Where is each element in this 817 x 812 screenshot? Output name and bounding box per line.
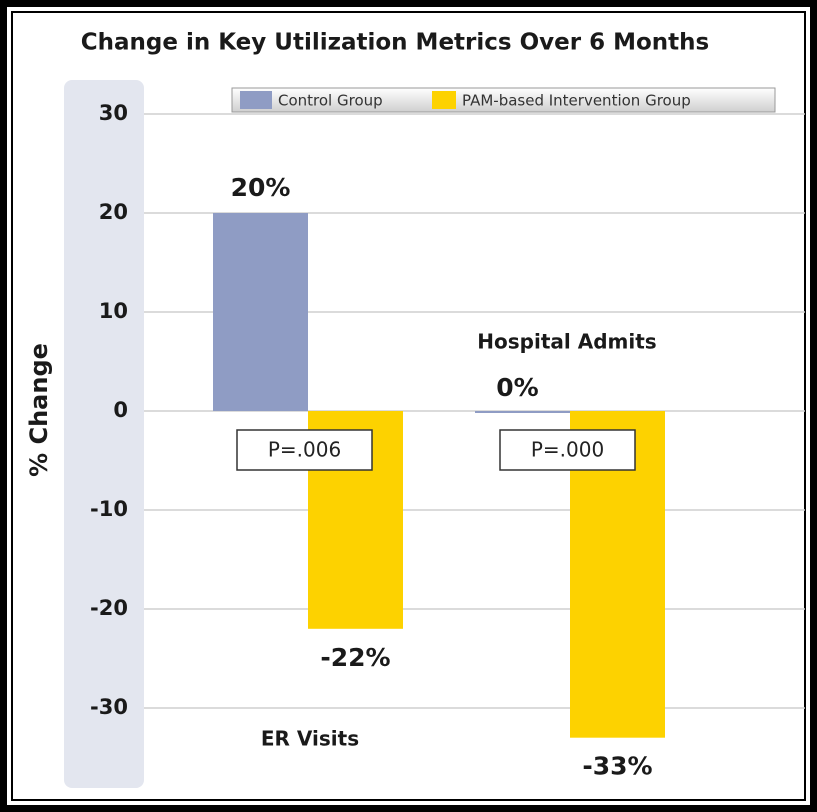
annotation-box	[499, 429, 636, 471]
y-axis-label: % Change	[25, 343, 53, 477]
y-tick-label: 10	[99, 299, 128, 323]
y-tick-label: 20	[99, 200, 128, 224]
axis-band	[64, 80, 144, 788]
y-tick-label: -20	[90, 596, 128, 620]
y-tick-label: -30	[90, 695, 128, 719]
value-label: 20%	[231, 173, 291, 202]
plot-background	[20, 20, 797, 792]
legend-label: PAM-based Intervention Group	[462, 92, 691, 110]
value-label: -33%	[582, 752, 652, 781]
annotation-box	[236, 429, 373, 471]
category-label: Hospital Admits	[477, 330, 656, 354]
legend-swatch	[432, 91, 456, 109]
y-tick-label: 30	[99, 101, 128, 125]
chart-title: Change in Key Utilization Metrics Over 6…	[81, 30, 709, 56]
y-tick-label: 0	[113, 398, 128, 422]
legend-label: Control Group	[278, 92, 383, 110]
bar	[475, 411, 570, 413]
category-label: ER Visits	[261, 727, 359, 751]
legend-box	[231, 87, 776, 113]
value-label: 0%	[496, 373, 538, 402]
y-tick-label: -10	[90, 497, 128, 521]
value-label: -22%	[320, 643, 390, 672]
annotation: P=.000	[531, 438, 604, 462]
legend-swatch	[240, 91, 272, 109]
annotation: P=.006	[268, 438, 341, 462]
frame-line	[11, 11, 806, 801]
bar	[213, 213, 308, 411]
